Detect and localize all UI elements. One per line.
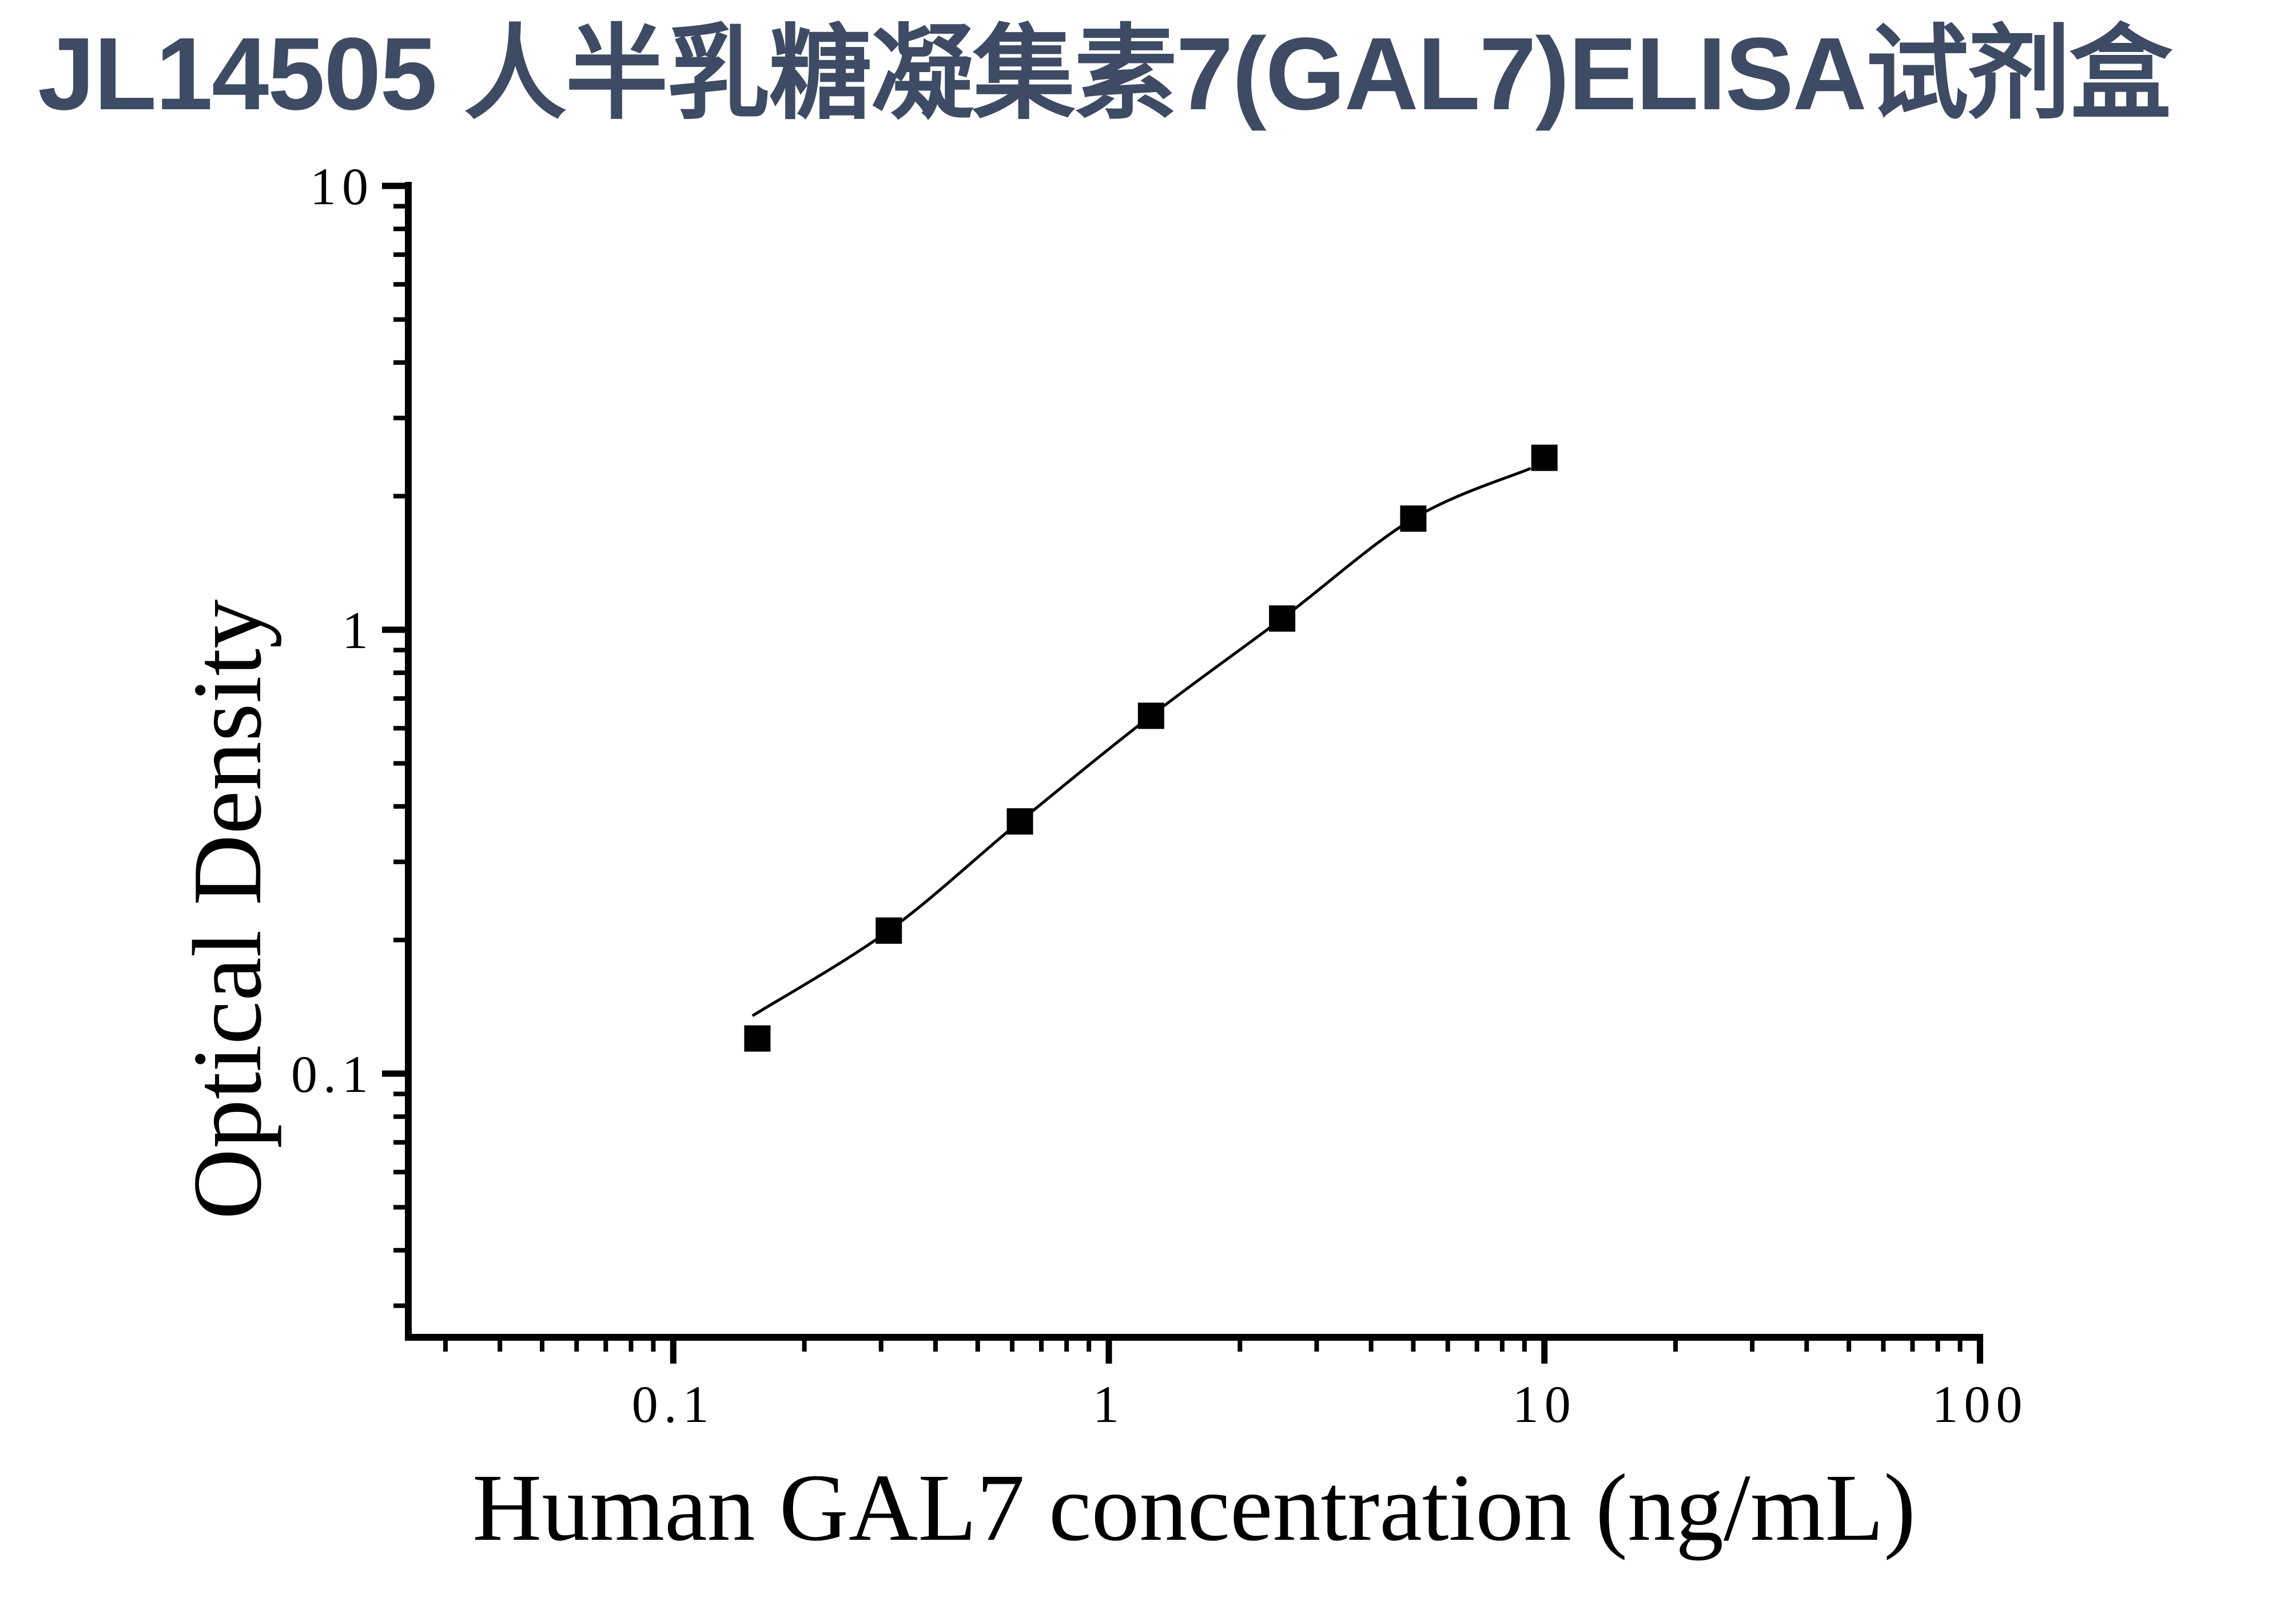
x-minor-tick xyxy=(498,1341,503,1352)
x-minor-tick xyxy=(1847,1341,1852,1352)
x-tick-label: 0.1 xyxy=(632,1375,715,1433)
x-minor-tick xyxy=(1087,1341,1092,1352)
x-minor-tick xyxy=(1411,1341,1416,1352)
y-axis-tick-labels: 10 1 0.1 xyxy=(291,157,374,1103)
x-minor-tick xyxy=(628,1341,634,1352)
x-axis-title: Human GAL7 concentration (ng/mL) xyxy=(472,1455,1916,1561)
x-major-tick xyxy=(1976,1341,1983,1364)
y-major-tick xyxy=(382,182,405,189)
x-minor-tick xyxy=(933,1341,938,1352)
y-minor-tick xyxy=(393,204,405,209)
y-minor-tick xyxy=(393,415,405,420)
y-tick-label: 1 xyxy=(342,601,374,660)
y-axis-title: Optical Density xyxy=(173,599,282,1219)
x-minor-tick xyxy=(1499,1341,1505,1352)
x-axis-tick-labels: 0.1 1 10 100 xyxy=(632,1375,2028,1433)
y-minor-tick xyxy=(393,1205,405,1210)
x-minor-tick xyxy=(1910,1341,1915,1352)
data-point-marker xyxy=(1400,505,1427,532)
x-tick-label: 1 xyxy=(1093,1375,1125,1433)
x-minor-tick xyxy=(1064,1341,1069,1352)
y-tick-label: 10 xyxy=(310,157,374,216)
x-minor-tick xyxy=(1881,1341,1886,1352)
y-axis-line xyxy=(405,182,412,1341)
x-minor-tick xyxy=(1368,1341,1374,1352)
data-point-markers xyxy=(744,444,1558,1052)
y-minor-tick xyxy=(393,360,405,365)
y-minor-tick xyxy=(393,1303,405,1308)
x-axis-major-ticks xyxy=(670,1341,1983,1364)
y-minor-tick xyxy=(393,1170,405,1175)
x-major-tick xyxy=(1105,1341,1112,1364)
y-minor-tick xyxy=(393,761,405,766)
x-minor-tick xyxy=(1237,1341,1243,1352)
data-point-marker xyxy=(1269,605,1296,632)
x-minor-tick xyxy=(603,1341,608,1352)
y-major-tick xyxy=(382,1070,405,1077)
y-minor-tick xyxy=(393,227,405,232)
y-minor-tick xyxy=(393,1091,405,1097)
x-axis-minor-ticks xyxy=(443,1341,1963,1352)
x-minor-tick xyxy=(1474,1341,1479,1352)
x-minor-tick xyxy=(1445,1341,1450,1352)
y-minor-tick xyxy=(393,1140,405,1145)
y-minor-tick xyxy=(393,804,405,809)
data-point-marker xyxy=(744,1025,771,1052)
y-major-tick xyxy=(382,626,405,633)
fit-curve-line xyxy=(751,467,1531,1018)
y-minor-tick xyxy=(393,317,405,322)
y-minor-tick xyxy=(393,494,405,499)
x-minor-tick xyxy=(1314,1341,1319,1352)
x-minor-tick xyxy=(1673,1341,1678,1352)
y-axis-minor-ticks xyxy=(393,204,405,1308)
y-minor-tick xyxy=(393,1248,405,1253)
x-minor-tick xyxy=(1935,1341,1940,1352)
data-point-marker xyxy=(1006,808,1033,835)
x-minor-tick xyxy=(802,1341,807,1352)
x-minor-tick xyxy=(1750,1341,1755,1352)
y-minor-tick xyxy=(393,937,405,943)
y-minor-tick xyxy=(393,670,405,676)
x-minor-tick xyxy=(975,1341,980,1352)
x-minor-tick xyxy=(1522,1341,1527,1352)
x-minor-tick xyxy=(878,1341,884,1352)
data-point-marker xyxy=(1531,444,1558,471)
x-minor-tick xyxy=(1804,1341,1809,1352)
y-minor-tick xyxy=(393,282,405,287)
x-minor-tick xyxy=(1957,1341,1963,1352)
x-minor-tick xyxy=(1010,1341,1015,1352)
y-axis-major-ticks xyxy=(382,182,405,1077)
x-axis-line xyxy=(405,1334,1983,1341)
x-tick-label: 100 xyxy=(1932,1375,2028,1433)
data-point-marker xyxy=(1137,702,1164,729)
page-title: JL14505 人半乳糖凝集素7(GAL7)ELISA试剂盒 xyxy=(38,17,2172,132)
y-minor-tick xyxy=(393,1114,405,1119)
x-minor-tick xyxy=(443,1341,448,1352)
y-tick-label: 0.1 xyxy=(291,1045,374,1103)
x-major-tick xyxy=(1541,1341,1548,1364)
x-minor-tick xyxy=(1039,1341,1044,1352)
y-minor-tick xyxy=(393,647,405,653)
x-minor-tick xyxy=(540,1341,545,1352)
x-minor-tick xyxy=(574,1341,579,1352)
y-minor-tick xyxy=(393,726,405,731)
x-tick-label: 10 xyxy=(1513,1375,1577,1433)
data-point-marker xyxy=(876,917,902,944)
x-minor-tick xyxy=(651,1341,656,1352)
x-major-tick xyxy=(670,1341,677,1364)
y-minor-tick xyxy=(393,252,405,257)
y-minor-tick xyxy=(393,696,405,701)
y-minor-tick xyxy=(393,859,405,864)
